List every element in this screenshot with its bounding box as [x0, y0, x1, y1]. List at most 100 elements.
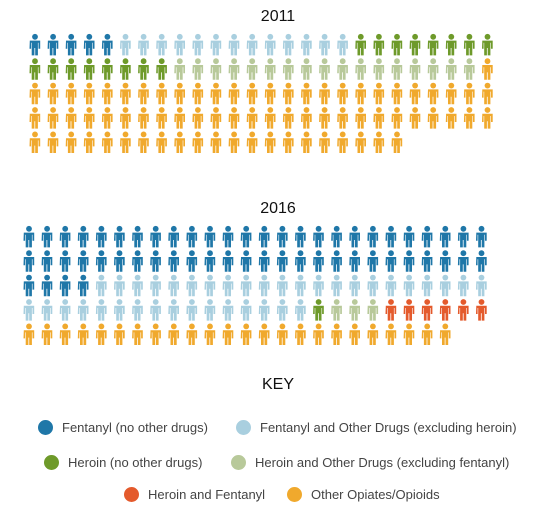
- person-icon: [174, 33, 185, 56]
- person-icon: [349, 274, 360, 297]
- person-icon: [120, 82, 131, 105]
- person-icon: [83, 58, 95, 80]
- person-icon: [264, 58, 276, 80]
- person-icon: [120, 58, 131, 80]
- person-icon: [300, 58, 312, 80]
- person-icon: [240, 250, 252, 272]
- person-icon: [138, 107, 149, 129]
- legend-swatch-icon: [231, 455, 246, 470]
- person-icon: [373, 107, 385, 129]
- person-icon: [186, 323, 198, 346]
- person-icon: [463, 33, 475, 56]
- person-icon: [47, 107, 59, 129]
- person-icon: [101, 58, 113, 80]
- person-icon: [373, 58, 385, 80]
- person-icon: [421, 250, 433, 272]
- person-icon: [47, 131, 59, 153]
- person-icon: [23, 323, 35, 346]
- person-icon: [457, 299, 469, 321]
- person-icon: [168, 250, 179, 272]
- person-icon: [313, 323, 324, 346]
- person-icon: [41, 274, 53, 297]
- person-icon: [475, 299, 487, 321]
- person-icon: [246, 131, 258, 153]
- person-icon: [240, 299, 252, 321]
- person-icon: [373, 33, 385, 56]
- person-icon: [41, 323, 53, 346]
- person-icon: [23, 225, 35, 248]
- person-icon: [101, 33, 113, 56]
- person-icon: [114, 299, 125, 321]
- person-icon: [192, 82, 204, 105]
- person-icon: [47, 58, 59, 80]
- person-icon: [222, 225, 234, 248]
- person-icon: [95, 274, 107, 297]
- person-icon: [481, 33, 493, 56]
- person-icon: [59, 274, 71, 297]
- person-icon: [367, 274, 379, 297]
- person-icon: [114, 323, 125, 346]
- person-icon: [150, 299, 161, 321]
- person-icon: [186, 299, 198, 321]
- person-icon: [132, 250, 143, 272]
- person-icon: [331, 225, 342, 248]
- person-icon: [174, 58, 185, 80]
- person-icon: [83, 131, 95, 153]
- person-icon: [282, 58, 294, 80]
- person-icon: [276, 323, 288, 346]
- person-icon: [457, 225, 469, 248]
- person-icon: [228, 107, 240, 129]
- person-icon: [77, 250, 89, 272]
- person-icon: [300, 33, 312, 56]
- person-icon: [373, 131, 385, 153]
- person-icon: [373, 82, 385, 105]
- person-icon: [192, 107, 204, 129]
- person-icon: [150, 323, 161, 346]
- legend-item-heroin-other: Heroin and Other Drugs (excluding fentan…: [231, 455, 509, 470]
- person-icon: [138, 131, 149, 153]
- person-icon: [192, 33, 204, 56]
- person-icon: [367, 299, 379, 321]
- person-icon: [258, 225, 270, 248]
- person-icon: [29, 82, 41, 105]
- chart-title-2011: 2011: [260, 8, 296, 25]
- person-icon: [186, 274, 198, 297]
- person-icon: [77, 225, 89, 248]
- person-icon: [282, 107, 294, 129]
- person-icon: [319, 58, 330, 80]
- person-icon: [481, 58, 493, 80]
- person-icon: [331, 299, 342, 321]
- person-icon: [264, 82, 276, 105]
- person-icon: [168, 299, 179, 321]
- person-icon: [47, 33, 59, 56]
- person-icon: [427, 58, 439, 80]
- person-icon: [156, 58, 167, 80]
- person-icon: [427, 82, 439, 105]
- person-icon: [150, 250, 161, 272]
- person-icon: [439, 225, 451, 248]
- person-icon: [355, 107, 366, 129]
- person-icon: [319, 33, 330, 56]
- person-icon: [138, 82, 149, 105]
- person-icon: [355, 33, 366, 56]
- person-icon: [59, 323, 71, 346]
- person-icon: [29, 107, 41, 129]
- person-icon: [29, 33, 41, 56]
- person-icon: [138, 58, 149, 80]
- legend-label: Other Opiates/Opioids: [311, 487, 440, 502]
- person-icon: [186, 250, 198, 272]
- person-icon: [150, 274, 161, 297]
- person-icon: [313, 250, 324, 272]
- person-icon: [156, 33, 167, 56]
- person-icon: [427, 33, 439, 56]
- person-icon: [240, 274, 252, 297]
- person-icon: [65, 107, 77, 129]
- legend-swatch-icon: [236, 420, 251, 435]
- chart-title-2016: 2016: [260, 200, 296, 217]
- legend-swatch-icon: [44, 455, 59, 470]
- person-icon: [29, 131, 41, 153]
- person-icon: [319, 107, 330, 129]
- person-icon: [421, 299, 433, 321]
- legend-item-fentanyl-other: Fentanyl and Other Drugs (excluding hero…: [236, 420, 517, 435]
- person-icon: [192, 131, 204, 153]
